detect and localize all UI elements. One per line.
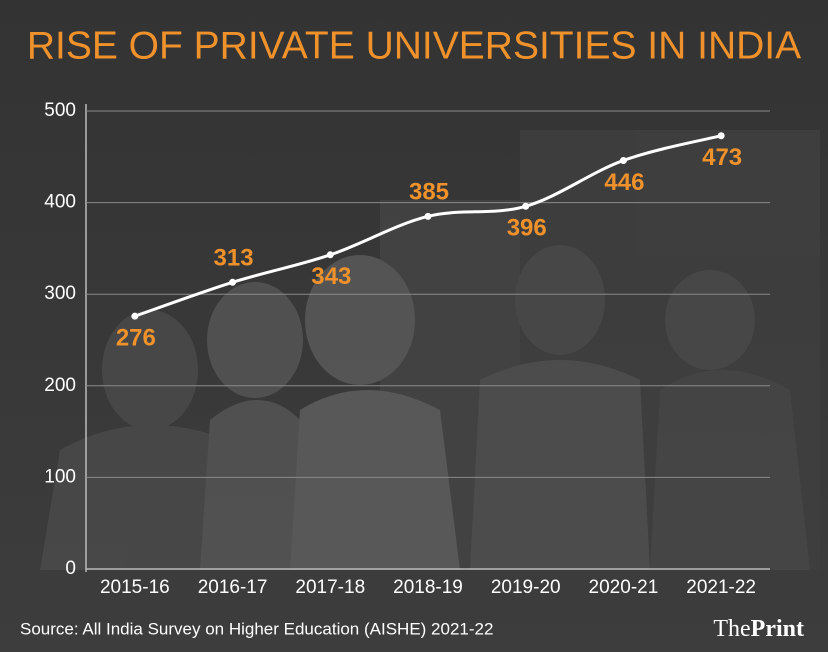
y-tick-label: 500 — [44, 100, 76, 121]
point — [326, 251, 334, 259]
x-tick-label: 2021-22 — [686, 577, 756, 598]
point — [424, 212, 432, 220]
point — [717, 132, 725, 140]
value-label: 313 — [214, 245, 254, 272]
x-tick-label: 2015-16 — [100, 577, 170, 598]
x-tick-label: 2019-20 — [491, 577, 561, 598]
point — [229, 278, 237, 286]
chart-title: RISE OF PRIVATE UNIVERSITIES IN INDIA — [27, 24, 801, 67]
source: Source: All India Survey on Higher Educa… — [20, 619, 493, 638]
value-label: 385 — [409, 179, 449, 206]
point — [619, 156, 627, 164]
point — [522, 202, 530, 210]
y-tick-label: 400 — [44, 192, 76, 213]
y-tick-label: 200 — [44, 375, 76, 396]
y-tick-label: 100 — [44, 466, 76, 487]
brand-second: Print — [751, 616, 804, 642]
x-tick-label: 2017-18 — [295, 577, 365, 598]
point — [131, 312, 139, 320]
x-tick-label: 2020-21 — [589, 577, 659, 598]
value-label: 446 — [604, 169, 644, 196]
x-tick-label: 2018-19 — [393, 577, 463, 598]
background-photo — [40, 130, 820, 570]
brand-first: The — [713, 616, 750, 642]
value-label: 473 — [702, 144, 742, 171]
x-tick-label: 2016-17 — [198, 577, 268, 598]
value-label: 276 — [116, 325, 156, 352]
value-label: 343 — [311, 263, 351, 290]
value-label: 396 — [507, 215, 547, 242]
y-tick-label: 0 — [65, 558, 76, 579]
y-tick-label: 300 — [44, 283, 76, 304]
brand-logo: ThePrint — [713, 616, 804, 642]
